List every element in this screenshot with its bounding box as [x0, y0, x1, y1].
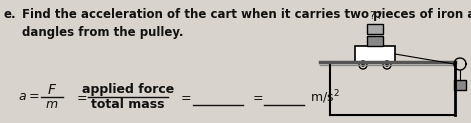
Text: Find the acceleration of the cart when it carries two pieces of iron and only on: Find the acceleration of the cart when i…: [22, 8, 471, 21]
Text: $=$: $=$: [178, 91, 192, 103]
Circle shape: [386, 64, 388, 66]
Text: $=$: $=$: [74, 91, 88, 103]
Text: $=$: $=$: [250, 91, 264, 103]
Bar: [367, 24, 383, 34]
Circle shape: [362, 64, 364, 66]
Text: $m$: $m$: [45, 98, 59, 110]
Text: dangles from the pulley.: dangles from the pulley.: [22, 26, 184, 39]
Text: applied force: applied force: [82, 84, 174, 97]
Bar: [367, 36, 383, 46]
Text: e.: e.: [4, 8, 16, 21]
Text: total mass: total mass: [91, 98, 165, 110]
Bar: [454, 80, 466, 90]
Text: ?: ?: [369, 11, 374, 21]
Text: $F$: $F$: [47, 83, 57, 97]
Bar: [355, 46, 395, 62]
Text: $a =$: $a =$: [18, 91, 40, 103]
Text: m/s$^2$: m/s$^2$: [310, 88, 340, 106]
Text: ?: ?: [376, 11, 382, 21]
